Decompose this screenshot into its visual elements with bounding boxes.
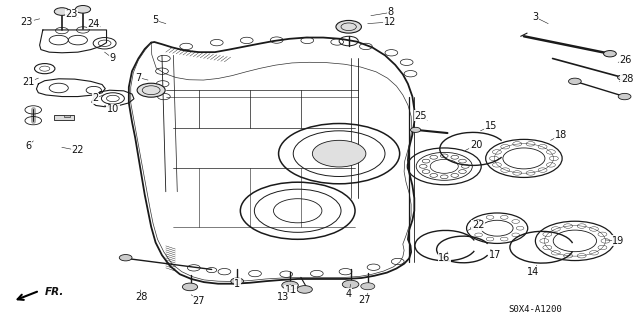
Text: 28: 28	[136, 292, 148, 302]
Text: FR.: FR.	[45, 287, 64, 297]
Circle shape	[312, 140, 366, 167]
Text: 16: 16	[438, 253, 451, 263]
Text: 10: 10	[107, 104, 119, 114]
Text: 23: 23	[65, 9, 77, 19]
Text: 18: 18	[555, 130, 567, 140]
Text: 24: 24	[88, 19, 100, 28]
Text: 21: 21	[22, 77, 35, 87]
Circle shape	[182, 283, 198, 291]
Text: 13: 13	[277, 292, 289, 302]
Text: 17: 17	[489, 250, 501, 260]
Text: 28: 28	[621, 74, 634, 84]
Circle shape	[410, 127, 420, 132]
Circle shape	[297, 286, 312, 293]
Text: 6: 6	[25, 141, 31, 151]
Text: 26: 26	[620, 55, 632, 65]
Circle shape	[568, 78, 581, 84]
Text: 25: 25	[415, 111, 427, 121]
Text: 27: 27	[358, 295, 371, 305]
Bar	[64, 115, 70, 117]
Text: 22: 22	[472, 220, 484, 230]
Circle shape	[618, 75, 628, 80]
Circle shape	[119, 254, 132, 261]
Circle shape	[342, 280, 359, 288]
Circle shape	[54, 8, 70, 15]
Text: 7: 7	[135, 73, 141, 83]
Text: S0X4-A1200: S0X4-A1200	[509, 305, 563, 314]
Text: 5: 5	[152, 15, 159, 25]
Circle shape	[618, 93, 631, 100]
Circle shape	[137, 83, 165, 97]
Circle shape	[604, 51, 616, 57]
Text: 14: 14	[527, 267, 540, 277]
Text: 27: 27	[193, 296, 205, 306]
Text: 8: 8	[387, 7, 393, 18]
Circle shape	[231, 278, 244, 284]
Text: 19: 19	[612, 236, 625, 246]
Text: 2: 2	[93, 93, 99, 103]
Bar	[54, 115, 74, 120]
Text: 22: 22	[72, 146, 84, 156]
Text: 1: 1	[234, 279, 240, 289]
Text: 11: 11	[285, 285, 297, 295]
Text: 15: 15	[484, 121, 497, 131]
Circle shape	[336, 20, 362, 33]
Circle shape	[76, 5, 91, 13]
Text: 4: 4	[346, 289, 352, 299]
Circle shape	[361, 283, 375, 290]
Text: 12: 12	[384, 17, 396, 27]
Circle shape	[282, 281, 298, 289]
Text: 3: 3	[532, 12, 538, 22]
Text: 9: 9	[110, 53, 116, 63]
Text: 23: 23	[20, 17, 33, 27]
Text: 20: 20	[470, 140, 483, 150]
